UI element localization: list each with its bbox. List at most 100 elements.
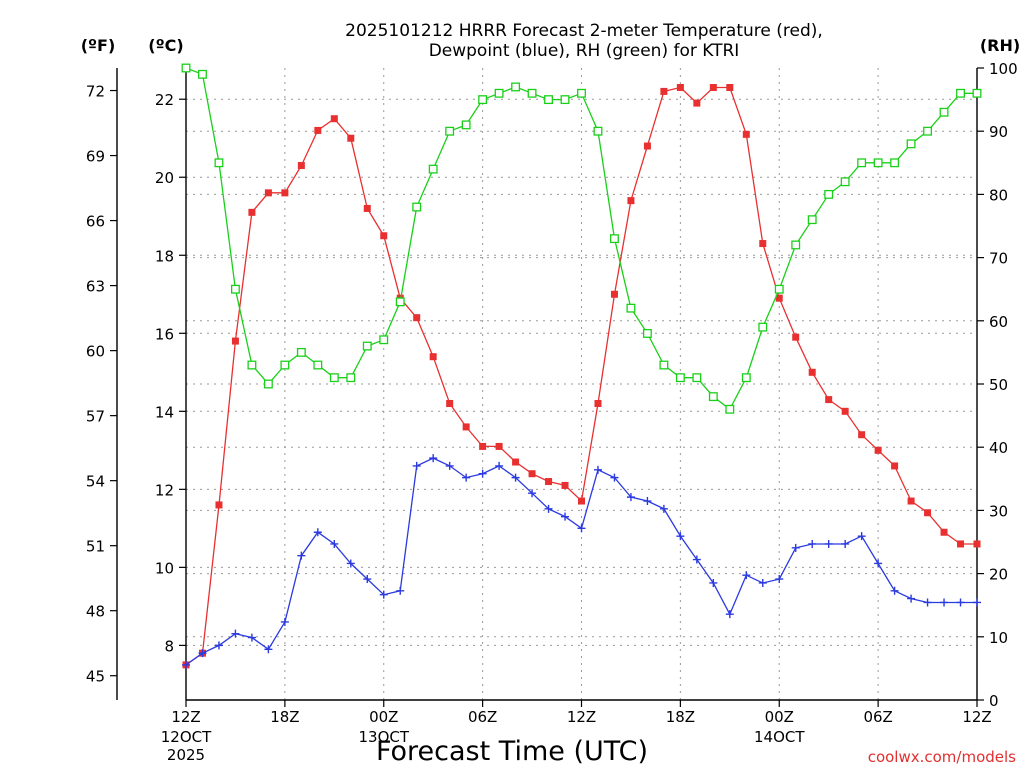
rh-point xyxy=(708,392,718,402)
rh-tick-label: 60 xyxy=(989,313,1008,331)
rh-point xyxy=(610,234,619,244)
x-tick-label: 00Z xyxy=(369,708,398,726)
x-tick-date-label: 12OCT xyxy=(161,728,212,746)
dewpoint-point xyxy=(429,454,438,463)
rh-point xyxy=(626,303,636,313)
dewpoint-point xyxy=(841,539,850,548)
temperature-point xyxy=(957,540,965,548)
dewpoint-point xyxy=(462,473,471,482)
temperature-point xyxy=(610,290,618,298)
fahrenheit-tick-label: 48 xyxy=(86,603,105,621)
dewpoint-point xyxy=(445,461,454,470)
temperature-point xyxy=(693,99,701,107)
temperature-point xyxy=(446,400,454,408)
dewpoint-point xyxy=(775,575,784,584)
rh-point xyxy=(313,360,323,370)
temperature-point xyxy=(528,470,536,478)
dewpoint-point xyxy=(890,586,899,595)
fahrenheit-tick-label: 51 xyxy=(86,538,105,556)
temperature-point xyxy=(858,431,866,439)
rh-point xyxy=(247,360,257,370)
rh-point xyxy=(445,126,455,136)
x-tick-date-label: 14OCT xyxy=(754,728,805,746)
dewpoint-point xyxy=(280,617,289,626)
temperature-point xyxy=(512,458,520,466)
temperature-point xyxy=(380,232,388,240)
x-tick-year-label: 2025 xyxy=(167,746,205,764)
credit-text: coolwx.com/models xyxy=(868,748,1016,766)
temperature-point xyxy=(874,446,882,454)
celsius-tick-label: 16 xyxy=(155,325,174,343)
chart-subtitle: Dewpoint (blue), RH (green) for KTRI xyxy=(429,41,740,61)
rh-point xyxy=(659,360,669,370)
temperature-point xyxy=(561,481,569,489)
dewpoint-point xyxy=(182,660,190,669)
dewpoint-point xyxy=(478,469,487,478)
celsius-tick-label: 10 xyxy=(155,559,174,577)
dewpoint-point xyxy=(561,512,570,521)
rh-point xyxy=(675,373,685,383)
rh-point xyxy=(741,373,751,383)
rh-point xyxy=(527,88,537,98)
dewpoint-point xyxy=(511,473,520,482)
x-tick-label: 06Z xyxy=(468,708,497,726)
dewpoint-point xyxy=(824,539,833,548)
grid-lines xyxy=(186,68,977,700)
chart-title: 2025101212 HRRR Forecast 2-meter Tempera… xyxy=(345,21,823,41)
rh-tick-label: 40 xyxy=(989,439,1008,457)
temperature-point xyxy=(676,84,684,92)
rh-point xyxy=(692,373,702,383)
rh-point xyxy=(214,158,224,168)
temperature-point xyxy=(891,462,899,470)
x-axis-title: Forecast Time (UTC) xyxy=(376,736,648,767)
rh-point xyxy=(296,347,306,357)
rh-point xyxy=(544,95,553,105)
rh-tick-label: 80 xyxy=(989,186,1008,204)
x-tick-label: 00Z xyxy=(765,708,794,726)
fahrenheit-tick-label: 45 xyxy=(86,668,105,686)
temperature-point xyxy=(429,353,437,361)
dewpoint-point xyxy=(313,528,322,537)
temperature-point xyxy=(742,130,750,138)
dewpoint-point xyxy=(412,461,421,470)
dewpoint-point xyxy=(725,610,734,619)
rh-tick-label: 70 xyxy=(989,250,1008,268)
dewpoint-point xyxy=(247,633,256,642)
celsius-tick-label: 12 xyxy=(155,481,174,499)
dewpoint-point xyxy=(742,571,751,580)
temperature-point xyxy=(231,337,239,345)
rh-point xyxy=(758,322,768,332)
dewpoint-point xyxy=(973,598,981,607)
temperature-point xyxy=(775,294,783,302)
rh-point xyxy=(923,126,933,136)
rh-point xyxy=(362,341,372,351)
dewpoint-point xyxy=(791,543,800,552)
data-series xyxy=(181,63,982,669)
celsius-tick-label: 14 xyxy=(155,403,174,421)
temperature-point xyxy=(495,442,503,450)
temperature-point xyxy=(643,142,651,150)
rh-tick-label: 30 xyxy=(989,502,1008,520)
temperature-point xyxy=(660,87,668,95)
dewpoint-point xyxy=(676,532,685,541)
temperature-point xyxy=(363,204,371,212)
fahrenheit-tick-label: 57 xyxy=(86,408,105,426)
rh-point xyxy=(939,107,949,117)
temperature-point xyxy=(248,208,256,216)
rh-point xyxy=(774,284,784,294)
x-tick-label: 12Z xyxy=(171,708,200,726)
dewpoint-point xyxy=(923,598,932,607)
x-tick-label: 18Z xyxy=(270,708,299,726)
celsius-unit-label: (ºC) xyxy=(148,36,183,55)
celsius-tick-label: 20 xyxy=(155,169,174,187)
temperature-point xyxy=(545,478,553,486)
dewpoint-point xyxy=(857,532,866,541)
axes xyxy=(110,67,984,707)
rh-point xyxy=(428,164,438,174)
dewpoint-point xyxy=(626,493,635,502)
rh-point xyxy=(280,360,290,370)
rh-point xyxy=(840,177,850,187)
rh-point xyxy=(478,95,488,105)
temperature-point xyxy=(627,197,635,205)
